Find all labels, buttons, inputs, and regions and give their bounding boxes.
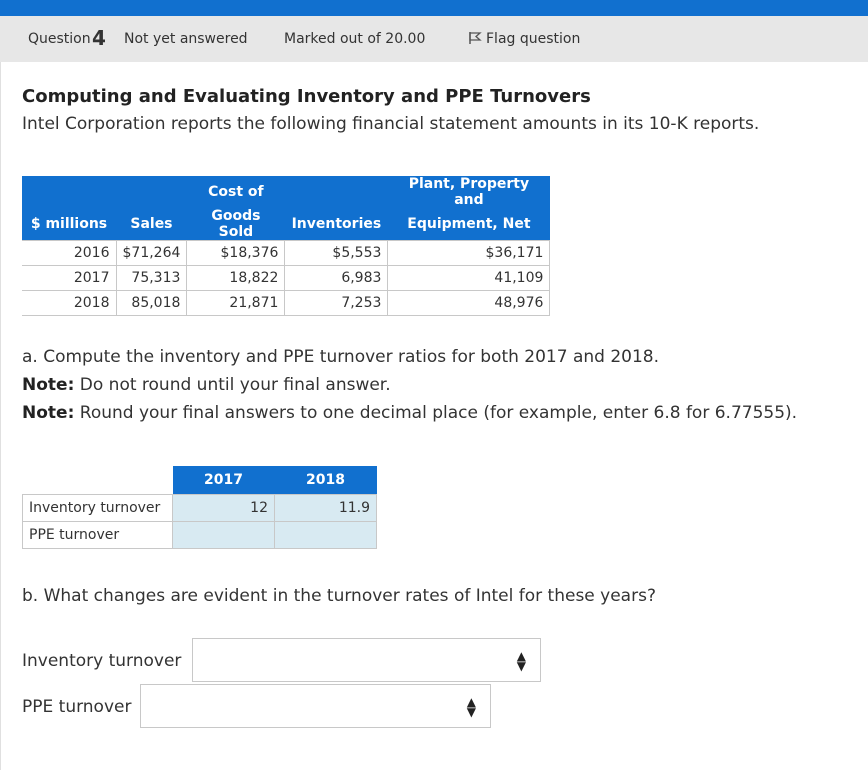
top-accent-bar [0,0,868,16]
content-left-border [0,62,1,770]
row-cogs: 21,871 [186,290,286,316]
header-sales: Sales [116,208,187,241]
row-year: 2016 [22,240,117,266]
header-ppe-line2: Equipment, Net [387,208,550,241]
row-sales: $71,264 [115,240,188,266]
part-a-note-1: Note: Do not round until your final answ… [22,375,391,395]
inventory-turnover-label: Inventory turnover [22,651,182,671]
row-ppe: $36,171 [387,240,551,266]
note-label: Note: [22,403,75,423]
flag-question-button[interactable]: Flag question [468,31,580,47]
header-2017: 2017 [172,466,275,495]
row-cogs: $18,376 [186,240,286,266]
row-label: PPE turnover [22,521,173,549]
header-cogs-line1: Cost of [186,176,285,208]
row-inventories: 6,983 [284,265,389,291]
note-text: Do not round until your final answer. [74,375,391,395]
flag-question-label: Flag question [486,31,581,47]
part-a-prompt: a. Compute the inventory and PPE turnove… [22,347,660,367]
header-2018: 2018 [274,466,377,495]
question-status: Not yet answered [124,31,248,47]
question-title: Computing and Evaluating Inventory and P… [22,86,591,107]
part-a-note-2: Note: Round your final answers to one de… [22,403,797,423]
row-sales: 75,313 [115,265,188,291]
row-year: 2018 [22,290,117,316]
row-label: Inventory turnover [22,494,173,522]
inventory-turnover-select[interactable]: ▲ ▼ [192,638,541,682]
turnover-answer-table: 2017 2018 Inventory turnover 12 11.9 PPE… [22,466,377,549]
table-row: 2016 $71,264 $18,376 $5,553 $36,171 [22,240,551,266]
header-millions: $ millions [22,208,116,241]
select-arrows-icon: ▲ ▼ [516,649,526,673]
note-label: Note: [22,375,75,395]
question-number: 4 [92,26,106,50]
table-row: PPE turnover [22,521,377,549]
table-row: 2018 85,018 21,871 7,253 48,976 [22,290,551,316]
header-ppe-line1: Plant, Property and [387,176,550,208]
question-marks: Marked out of 20.00 [284,31,426,47]
flag-icon [469,32,482,44]
ppe-turnover-2018-input[interactable] [274,521,377,549]
row-year: 2017 [22,265,117,291]
row-cogs: 18,822 [186,265,286,291]
row-sales: 85,018 [115,290,188,316]
row-inventories: $5,553 [284,240,389,266]
row-ppe: 41,109 [387,265,551,291]
ppe-turnover-select[interactable]: ▲ ▼ [140,684,491,728]
note-text: Round your final answers to one decimal … [74,403,798,423]
row-inventories: 7,253 [284,290,389,316]
select-arrows-icon: ▲ ▼ [466,695,476,719]
part-b-prompt: b. What changes are evident in the turno… [22,586,656,606]
ppe-turnover-label: PPE turnover [22,697,132,717]
inventory-turnover-2018-input[interactable]: 11.9 [274,494,377,522]
row-ppe: 48,976 [387,290,551,316]
table-row: Inventory turnover 12 11.9 [22,494,377,522]
ppe-turnover-2017-input[interactable] [172,521,275,549]
question-intro: Intel Corporation reports the following … [22,114,760,134]
inventory-turnover-2017-input[interactable]: 12 [172,494,275,522]
header-cogs-line2: Goods Sold [186,208,285,241]
financial-data-table: Cost of Plant, Property and $ millions S… [22,176,551,316]
question-info-bar: Question 4 Not yet answered Marked out o… [0,16,868,62]
header-inventories: Inventories [284,208,388,241]
question-word: Question [28,31,91,47]
table-row: 2017 75,313 18,822 6,983 41,109 [22,265,551,291]
